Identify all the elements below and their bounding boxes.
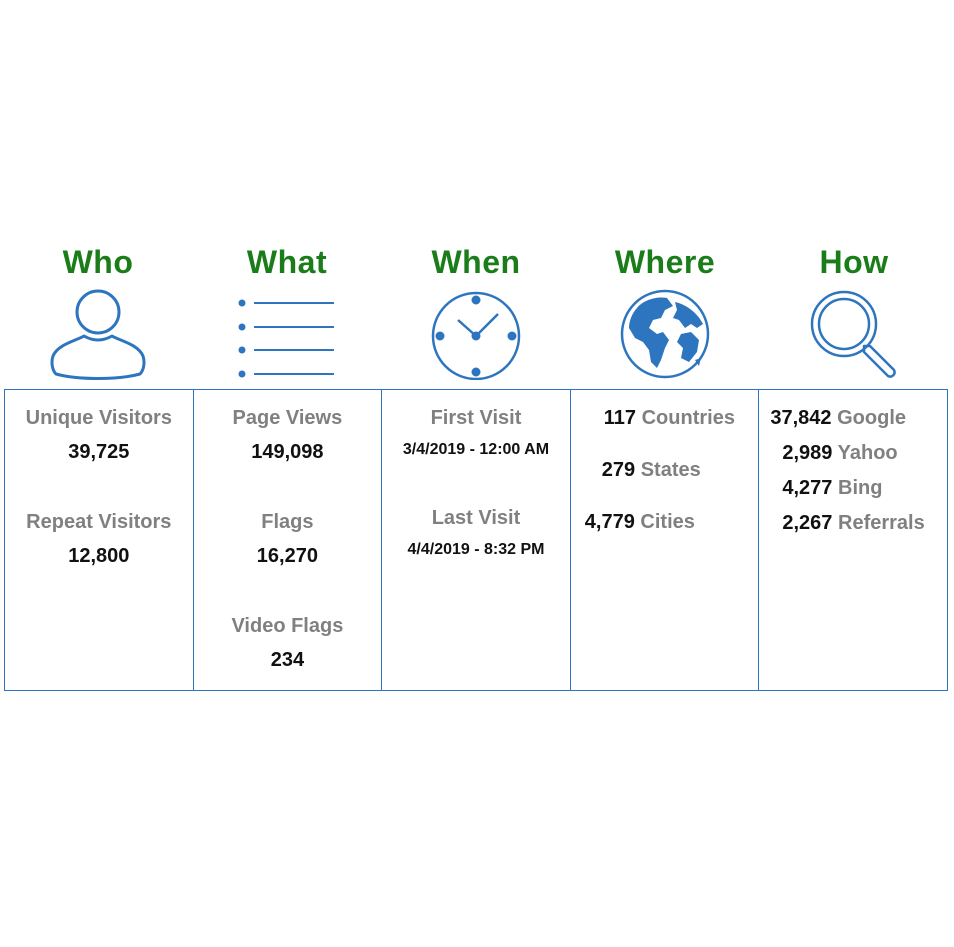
flags-label: Flags (261, 511, 314, 533)
google-count: 37,842 (770, 407, 832, 429)
bing-label: Bing (838, 477, 883, 499)
countries-stat: 117 Countries (604, 404, 735, 432)
referrals-stat: 2,267 Referrals (782, 509, 924, 537)
when-title: When (431, 244, 521, 280)
countries-label: Countries (641, 407, 735, 429)
how-title: How (819, 244, 889, 280)
where-title: Where (614, 244, 716, 280)
first-visit-label: First Visit (430, 407, 522, 429)
unique-visitors-label: Unique Visitors (25, 407, 172, 429)
who-title: Who (62, 244, 134, 280)
what-title: What (246, 244, 328, 280)
google-label: Google (837, 407, 906, 429)
states-label: States (640, 459, 701, 481)
unique-visitors-value: 39,725 (68, 441, 130, 463)
states-count: 279 (601, 459, 636, 481)
stats-grid: Unique Visitors 39,725 Repeat Visitors 1… (4, 389, 948, 691)
clock-icon (431, 291, 521, 380)
bing-count: 4,277 (782, 477, 833, 499)
cities-stat: 4,779 Cities (585, 508, 695, 536)
how-heading: How (760, 240, 948, 380)
where-cell: 117 Countries 279 States 4,779 Cities (571, 390, 760, 690)
where-heading: Where (571, 240, 759, 380)
referrals-count: 2,267 (782, 512, 833, 534)
user-icon (50, 289, 146, 380)
google-stat: 37,842 Google (770, 404, 906, 432)
bing-stat: 4,277 Bing (782, 474, 882, 502)
list-icon (238, 299, 334, 378)
referrals-label: Referrals (838, 512, 925, 534)
last-visit-label: Last Visit (431, 507, 521, 529)
states-stat: 279 States (602, 456, 701, 484)
cities-label: Cities (640, 511, 695, 533)
column-headings: Who What When (4, 240, 948, 390)
cities-count: 4,779 (584, 511, 635, 533)
what-cell: Page Views 149,098 Flags 16,270 Video Fl… (194, 390, 383, 690)
yahoo-label: Yahoo (837, 442, 898, 464)
yahoo-count: 2,989 (782, 442, 833, 464)
last-visit-value: 4/4/2019 - 8:32 PM (407, 541, 545, 558)
page-views-label: Page Views (232, 407, 343, 429)
yahoo-stat: 2,989 Yahoo (782, 439, 897, 467)
globe-icon (620, 289, 710, 379)
who-heading: Who (4, 240, 192, 380)
when-cell: First Visit 3/4/2019 - 12:00 AM Last Vis… (382, 390, 571, 690)
how-cell: 37,842 Google 2,989 Yahoo 4,277 Bing 2,2… (759, 390, 947, 690)
what-heading: What (193, 240, 381, 380)
magnifier-icon (810, 290, 896, 378)
page-views-value: 149,098 (251, 441, 324, 463)
repeat-visitors-value: 12,800 (68, 545, 130, 567)
when-heading: When (382, 240, 570, 380)
countries-count: 117 (603, 407, 637, 429)
video-flags-label: Video Flags (231, 615, 344, 637)
flags-value: 16,270 (256, 545, 318, 567)
who-cell: Unique Visitors 39,725 Repeat Visitors 1… (5, 390, 194, 690)
repeat-visitors-label: Repeat Visitors (26, 511, 172, 533)
video-flags-value: 234 (270, 649, 305, 671)
first-visit-value: 3/4/2019 - 12:00 AM (402, 441, 550, 458)
